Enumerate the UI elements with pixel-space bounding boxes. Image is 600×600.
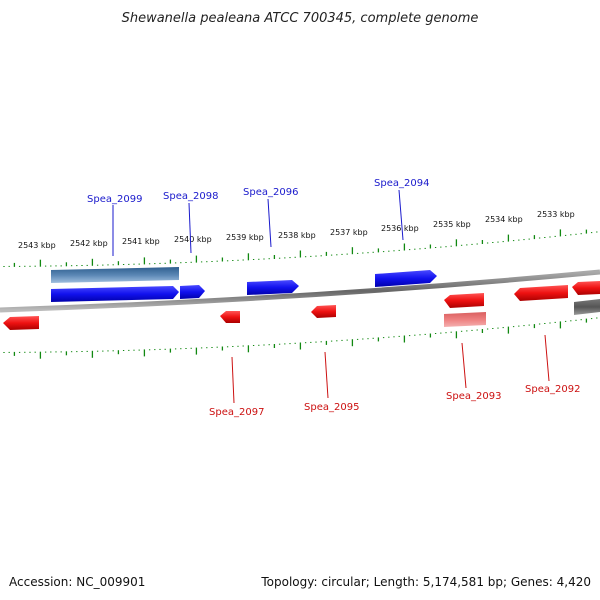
- gene-label-spea-2099[interactable]: Spea_2099: [87, 194, 142, 205]
- ruler-label: 2537 kbp: [330, 228, 368, 237]
- gene-arrow-grey-edge[interactable]: [574, 299, 600, 315]
- genome-title: Shewanella pealeana ATCC 700345, complet…: [122, 11, 479, 26]
- gene-arrow-spea-2092[interactable]: [514, 285, 568, 301]
- gene-label-spea-2097[interactable]: Spea_2097: [209, 407, 264, 418]
- forward-strand-features: [51, 267, 437, 302]
- genome-summary-text: Topology: circular; Length: 5,174,581 bp…: [260, 575, 591, 589]
- lower-tick-ruler: [3, 317, 598, 359]
- ruler-label: 2534 kbp: [485, 215, 523, 224]
- gene-label-spea-2095[interactable]: Spea_2095: [304, 402, 359, 413]
- gene-labels: Spea_2099 Spea_2098 Spea_2096 Spea_2094 …: [87, 178, 580, 418]
- gene-label-spea-2093[interactable]: Spea_2093: [446, 391, 501, 402]
- reverse-strand-features: [3, 281, 600, 330]
- leader-line-spea-2092: [544, 334, 550, 382]
- gene-arrow-spea-2096[interactable]: [247, 280, 299, 295]
- gene-arrow-spea-2093[interactable]: [444, 293, 484, 308]
- gene-arrow-left-edge[interactable]: [3, 316, 39, 330]
- gene-arrow-spea-2098[interactable]: [180, 285, 205, 299]
- ruler-label: 2536 kbp: [381, 224, 419, 233]
- ruler-label: 2538 kbp: [278, 231, 316, 240]
- gene-label-spea-2096[interactable]: Spea_2096: [243, 187, 298, 198]
- gene-arrow-spea-2094[interactable]: [375, 270, 437, 287]
- ruler-labels: 2543 kbp 2542 kbp 2541 kbp 2540 kbp 2539…: [18, 210, 575, 250]
- gene-arrow-right-edge[interactable]: [572, 281, 600, 295]
- genome-backbone: [0, 269, 600, 313]
- gene-arrow-spea-2099-upper[interactable]: [51, 267, 179, 283]
- gene-label-spea-2098[interactable]: Spea_2098: [163, 191, 218, 202]
- leader-line-spea-2095: [324, 351, 329, 399]
- ruler-label: 2533 kbp: [537, 210, 575, 219]
- leader-line-spea-2097: [231, 356, 235, 404]
- gene-label-spea-2094[interactable]: Spea_2094: [374, 178, 429, 189]
- gene-arrow-spea-2095[interactable]: [311, 305, 336, 318]
- ruler-label: 2543 kbp: [18, 241, 56, 250]
- gene-label-spea-2092[interactable]: Spea_2092: [525, 384, 580, 395]
- leader-line-spea-2094: [398, 189, 404, 241]
- upper-tick-ruler: [3, 229, 598, 267]
- leader-line-spea-2098: [188, 202, 192, 254]
- gene-arrow-spea-2099[interactable]: [51, 286, 179, 302]
- gene-arrow-spea-2093-lower[interactable]: [444, 312, 486, 327]
- ruler-label: 2542 kbp: [70, 239, 108, 248]
- ruler-label: 2541 kbp: [122, 237, 160, 246]
- ruler-label: 2540 kbp: [174, 235, 212, 244]
- accession-text: Accession: NC_009901: [9, 575, 145, 589]
- leader-line-spea-2096: [267, 198, 272, 248]
- ruler-label: 2539 kbp: [226, 233, 264, 242]
- gene-arrow-spea-2097[interactable]: [220, 311, 240, 323]
- leader-line-spea-2093: [461, 342, 467, 389]
- ruler-label: 2535 kbp: [433, 220, 471, 229]
- leader-lines: [112, 189, 550, 404]
